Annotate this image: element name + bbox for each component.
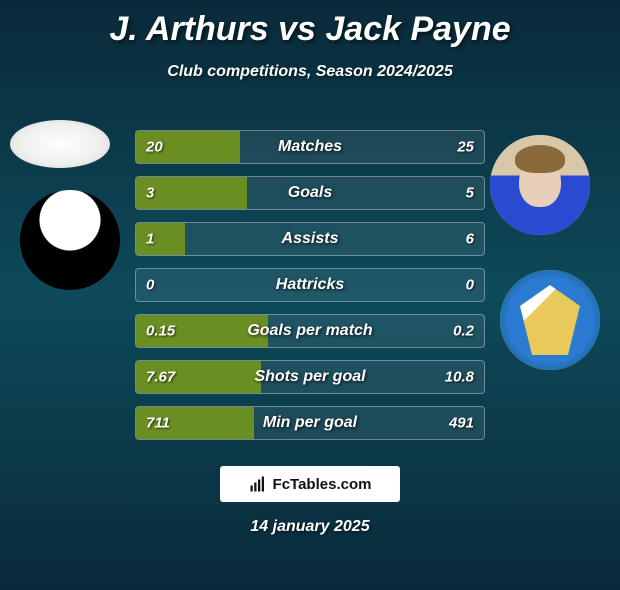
metric-label: Assists xyxy=(282,230,339,248)
date-label: 14 january 2025 xyxy=(250,518,369,536)
metric-label: Matches xyxy=(278,138,342,156)
value-left: 20 xyxy=(146,139,163,156)
comparison-chart: 20 25 Matches 3 5 Goals 1 6 Assists 0 0 Hattricks 0.… xyxy=(135,130,485,452)
metric-label: Shots per goal xyxy=(254,368,365,386)
metric-label: Goals per match xyxy=(247,322,372,340)
stat-row: 0.15 0.2 Goals per match xyxy=(135,314,485,348)
player-right-crest xyxy=(500,270,600,370)
stat-row: 711 491 Min per goal xyxy=(135,406,485,440)
value-left: 0.15 xyxy=(146,323,175,340)
value-right: 5 xyxy=(466,185,474,202)
metric-label: Min per goal xyxy=(263,414,357,432)
page-title: J. Arthurs vs Jack Payne xyxy=(0,10,620,49)
footer-branding: FcTables.com xyxy=(220,466,400,502)
value-right: 25 xyxy=(457,139,474,156)
value-left: 711 xyxy=(146,415,170,432)
stat-row: 0 0 Hattricks xyxy=(135,268,485,302)
player-left-crest: BROMLEYFC xyxy=(20,190,120,290)
metric-label: Goals xyxy=(288,184,332,202)
value-right: 0 xyxy=(466,277,474,294)
player-right-photo xyxy=(490,135,590,235)
stat-row: 1 6 Assists xyxy=(135,222,485,256)
value-left: 7.67 xyxy=(146,369,175,386)
value-left: 1 xyxy=(146,231,154,248)
player-photo-icon xyxy=(490,135,590,235)
bar-left xyxy=(136,223,185,255)
page-subtitle: Club competitions, Season 2024/2025 xyxy=(0,63,620,81)
stat-row: 20 25 Matches xyxy=(135,130,485,164)
value-right: 0.2 xyxy=(453,323,474,340)
metric-label: Hattricks xyxy=(276,276,344,294)
bromley-crest-icon: BROMLEYFC xyxy=(20,190,120,290)
colchester-crest-icon xyxy=(500,270,600,370)
value-right: 10.8 xyxy=(445,369,474,386)
stat-row: 7.67 10.8 Shots per goal xyxy=(135,360,485,394)
footer-label: FcTables.com xyxy=(273,476,372,493)
player-left-silhouette xyxy=(10,120,110,168)
value-right: 6 xyxy=(466,231,474,248)
value-left: 0 xyxy=(146,277,154,294)
value-right: 491 xyxy=(449,415,474,432)
fctables-logo-icon xyxy=(249,475,267,493)
value-left: 3 xyxy=(146,185,154,202)
stat-row: 3 5 Goals xyxy=(135,176,485,210)
